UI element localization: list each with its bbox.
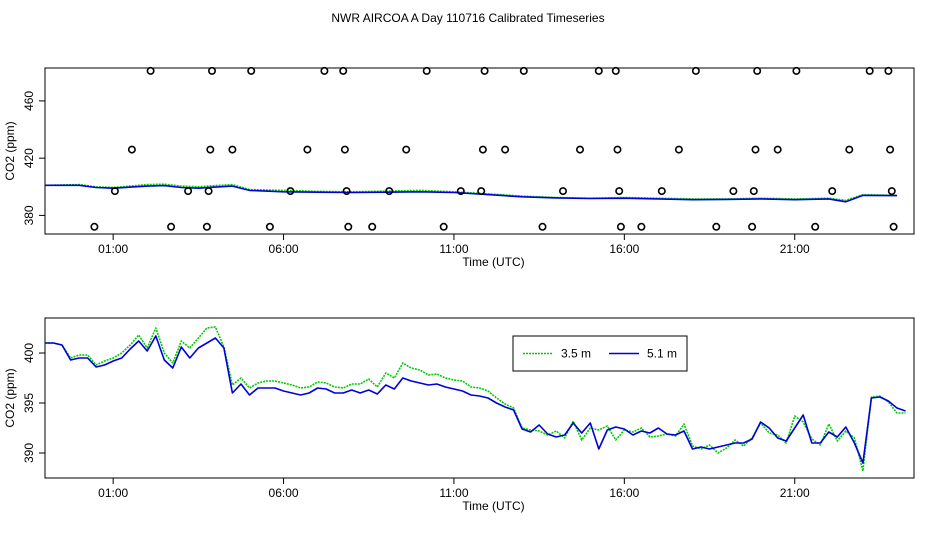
scatter-point [480, 66, 489, 75]
bottom-series-line-3-5m [45, 326, 906, 472]
scatter-point [575, 145, 584, 154]
scatter-point [422, 66, 431, 75]
bottom-y-tick-label: 390 [22, 443, 36, 463]
scatter-point [811, 222, 820, 231]
scatter-point [228, 145, 237, 154]
scatter-point [751, 145, 760, 154]
scatter-point [340, 145, 349, 154]
scatter-point [202, 222, 211, 231]
scatter-point [865, 66, 874, 75]
top-y-tick-label: 420 [22, 148, 36, 168]
scatter-point [594, 66, 603, 75]
scatter-point [773, 145, 782, 154]
scatter-point [845, 145, 854, 154]
bottom-plot-frame [44, 317, 915, 479]
bottom-x-axis-label: Time (UTC) [462, 499, 524, 513]
scatter-point [208, 66, 217, 75]
scatter-point [344, 222, 353, 231]
panel-top: 01:00 06:00 11:00 16:00 21:00 Time (UTC) 380 42… [3, 66, 915, 269]
scatter-point [657, 187, 666, 196]
scatter-point [204, 187, 213, 196]
bottom-series-line-5-1m [45, 335, 906, 464]
top-x-tick-label: 06:00 [269, 242, 299, 256]
scatter-point [265, 222, 274, 231]
bottom-x-tick-label: 11:00 [439, 486, 468, 500]
top-plot-frame [44, 67, 915, 235]
scatter-point [637, 222, 646, 231]
scatter-point [439, 222, 448, 231]
scatter-point [729, 187, 738, 196]
scatter-point [303, 145, 312, 154]
legend: 3.5 m 5.1 m [512, 335, 688, 372]
bottom-x-tick-label: 21:00 [780, 486, 810, 500]
scatter-point [477, 187, 486, 196]
legend-label-5-1m: 5.1 m [647, 347, 677, 361]
scatter-point [339, 66, 348, 75]
bottom-y-tick-label: 400 [22, 343, 36, 363]
top-series-line-5-1m [45, 184, 898, 203]
legend-label-3-5m: 3.5 m [561, 347, 591, 361]
scatter-point [613, 145, 622, 154]
top-x-tick-label: 01:00 [98, 242, 128, 256]
scatter-point [167, 222, 176, 231]
scatter-point [691, 66, 700, 75]
scatter-point [538, 222, 547, 231]
scatter-point [110, 187, 119, 196]
scatter-point [558, 187, 567, 196]
scatter-point [478, 145, 487, 154]
top-y-tick-label: 460 [22, 91, 36, 111]
scatter-point [90, 222, 99, 231]
scatter-point [611, 66, 620, 75]
scatter-point [146, 66, 155, 75]
scatter-point [342, 187, 351, 196]
bottom-y-axis-label: CO2 (ppm) [3, 368, 17, 427]
scatter-point [674, 145, 683, 154]
bottom-x-tick-label: 06:00 [269, 486, 299, 500]
scatter-point [501, 145, 510, 154]
scatter-point [286, 187, 295, 196]
scatter-point [753, 66, 762, 75]
scatter-point [320, 66, 329, 75]
scatter-point [402, 145, 411, 154]
scatter-point [616, 222, 625, 231]
bottom-x-tick-label: 16:00 [609, 486, 639, 500]
top-x-axis-label: Time (UTC) [462, 255, 524, 269]
top-y-tick-label: 380 [22, 205, 36, 225]
scatter-point [792, 66, 801, 75]
scatter-point [519, 66, 528, 75]
scatter-point [884, 66, 893, 75]
top-y-axis-label: CO2 (ppm) [3, 121, 17, 180]
scatter-point [615, 187, 624, 196]
top-x-tick-label: 11:00 [439, 242, 468, 256]
top-x-tick-label: 16:00 [609, 242, 639, 256]
scatter-point [385, 187, 394, 196]
bottom-y-tick-label: 395 [22, 393, 36, 413]
chart-title: NWR AIRCOA A Day 110716 Calibrated Times… [331, 11, 604, 25]
scatter-point [712, 222, 721, 231]
scatter-point [247, 66, 256, 75]
scatter-point [184, 187, 193, 196]
scatter-point [749, 187, 758, 196]
scatter-point [889, 222, 898, 231]
scatter-point [886, 145, 895, 154]
top-x-tick-label: 21:00 [780, 242, 810, 256]
bottom-x-tick-label: 01:00 [98, 486, 128, 500]
scatter-point [456, 187, 465, 196]
scatter-point [828, 187, 837, 196]
scatter-point [206, 145, 215, 154]
panel-bottom: 01:00 06:00 11:00 16:00 21:00 Time (UTC) 390 39… [3, 317, 915, 513]
scatter-point [127, 145, 136, 154]
scatter-point [748, 222, 757, 231]
scatter-point [887, 187, 896, 196]
scatter-point [368, 222, 377, 231]
